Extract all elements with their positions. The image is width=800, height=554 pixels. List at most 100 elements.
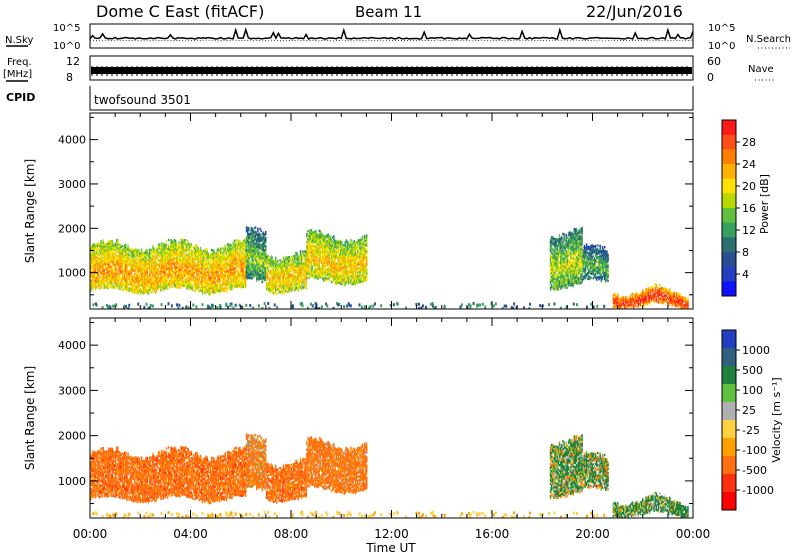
power-cell [325,265,327,268]
power-cell [337,239,340,242]
power-cell [262,271,265,274]
power-cell [293,284,295,287]
power-cell [233,258,236,261]
power-cell [300,268,303,271]
power-cell [237,275,239,278]
power-cell [335,244,337,248]
power-cell [156,287,159,290]
power-cell [268,281,270,285]
power-cell [175,274,178,277]
power-cell [152,267,154,270]
power-cell [297,275,299,278]
power-cell [235,239,238,242]
power-cell [262,253,265,256]
power-cell [319,246,322,249]
power-cell [321,265,324,268]
power-cell [243,266,246,269]
power-cell [192,260,195,263]
power-cell [270,265,272,268]
power-cell [224,266,226,270]
power-cell [239,283,241,286]
cpid-label: CPID [6,91,35,104]
power-cell [277,260,279,263]
power-cell [146,279,148,282]
power-cell [126,270,128,273]
power-cell [204,291,206,295]
power-cell [178,281,180,284]
power-cell [323,239,325,242]
power-cell [102,267,104,270]
power-cell [181,259,184,262]
power-cell [226,243,229,246]
power-cell [254,238,257,241]
power-cell [190,261,193,264]
power-cell [144,271,146,275]
power-cell [117,239,119,242]
power-cell [318,261,320,265]
power-cell [168,284,170,288]
power-cell [109,273,111,277]
power-cell [294,279,296,282]
power-cell [253,237,256,240]
power-cell [284,287,286,290]
power-cell [137,274,139,278]
power-cell [145,267,147,270]
power-cell [350,239,352,242]
power-cell [164,273,167,276]
power-cell [555,285,557,289]
power-cell [148,278,151,282]
power-cell [249,262,251,266]
power-cell [267,258,269,261]
power-cell [288,260,290,263]
power-cell [363,253,366,256]
power-cell [180,278,182,281]
power-cell [168,258,170,262]
power-cell [136,282,138,285]
power-cell [127,248,129,251]
power-cell [94,269,96,272]
power-cell [175,252,178,255]
power-cell [303,266,305,269]
power-cell [205,261,207,265]
power-cell [347,281,350,285]
power-cell [165,239,168,243]
power-cell [315,240,317,243]
power-cell [123,262,126,265]
power-cell [248,272,250,276]
power-cell [217,287,220,290]
power-cell [152,280,154,284]
power-cell [147,284,150,287]
power-cell [251,231,253,234]
power-cell [250,241,252,244]
power-cell [233,280,236,283]
power-cell [309,229,311,232]
power-cell [118,285,120,288]
power-cell [248,236,250,240]
power-cell [248,256,250,260]
power-cell [217,249,220,252]
power-cell [237,277,239,280]
power-cell [128,283,130,287]
power-cell [238,283,240,287]
power-cell [172,258,174,262]
power-cell [192,258,195,261]
power-cell [136,254,138,257]
power-cell [151,271,153,274]
power-cell [204,269,206,273]
power-cell [197,283,199,286]
power-cell [181,249,184,252]
power-cell [90,273,92,276]
power-cell [557,254,560,257]
power-cell [156,269,159,272]
power-cell [269,279,271,282]
power-cell [318,241,320,245]
power-cell [213,257,215,260]
power-cell [224,274,226,278]
power-cell [261,252,264,256]
power-cell [111,254,113,257]
power-cell [143,253,145,257]
power-cell [222,279,224,282]
power-cell [198,265,200,269]
power-cell [177,258,179,261]
power-cell [241,244,243,247]
